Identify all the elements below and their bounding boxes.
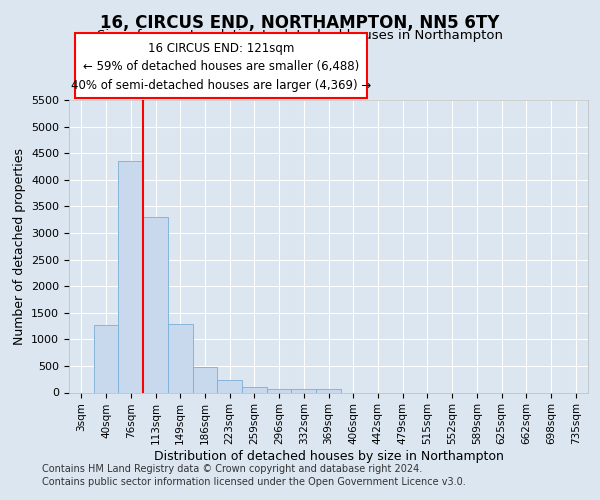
Bar xyxy=(193,367,217,392)
Text: 16 CIRCUS END: 121sqm: 16 CIRCUS END: 121sqm xyxy=(148,42,295,54)
Bar xyxy=(118,161,143,392)
Text: ← 59% of detached houses are smaller (6,488): ← 59% of detached houses are smaller (6,… xyxy=(83,60,359,73)
Text: Contains public sector information licensed under the Open Government Licence v3: Contains public sector information licen… xyxy=(42,477,466,487)
Bar xyxy=(94,325,118,392)
Text: 16, CIRCUS END, NORTHAMPTON, NN5 6TY: 16, CIRCUS END, NORTHAMPTON, NN5 6TY xyxy=(100,14,500,32)
Text: Contains HM Land Registry data © Crown copyright and database right 2024.: Contains HM Land Registry data © Crown c… xyxy=(42,464,422,474)
Bar xyxy=(316,390,341,392)
Text: 40% of semi-detached houses are larger (4,369) →: 40% of semi-detached houses are larger (… xyxy=(71,78,371,92)
Bar xyxy=(292,390,316,392)
Bar xyxy=(217,380,242,392)
Bar xyxy=(267,390,292,392)
Bar xyxy=(143,217,168,392)
X-axis label: Distribution of detached houses by size in Northampton: Distribution of detached houses by size … xyxy=(154,450,503,463)
Bar xyxy=(242,387,267,392)
Text: Size of property relative to detached houses in Northampton: Size of property relative to detached ho… xyxy=(97,29,503,42)
Y-axis label: Number of detached properties: Number of detached properties xyxy=(13,148,26,345)
Bar xyxy=(168,324,193,392)
